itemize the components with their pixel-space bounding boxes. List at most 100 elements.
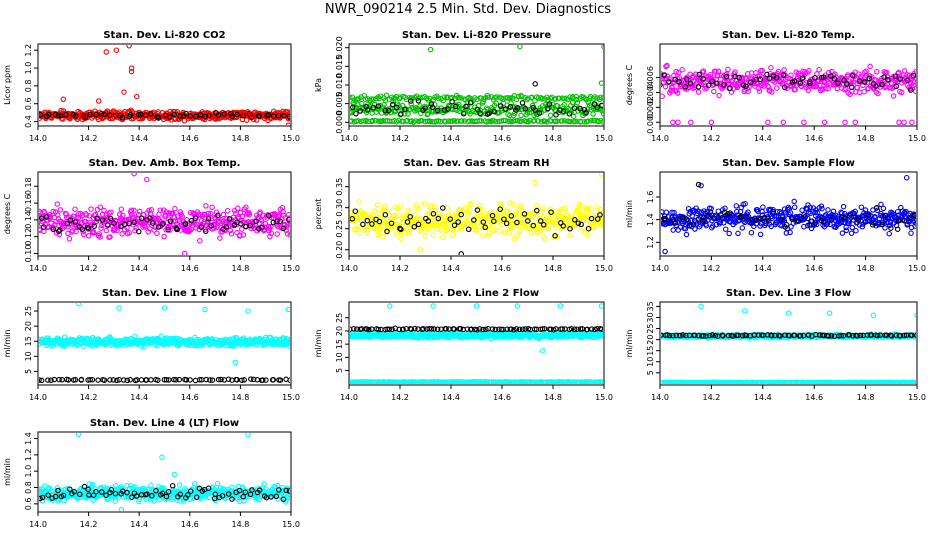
data-point xyxy=(255,226,262,232)
data-point xyxy=(664,62,670,69)
data-point xyxy=(717,219,724,226)
data-point xyxy=(804,215,811,222)
data-point xyxy=(583,213,589,219)
data-point xyxy=(897,76,903,82)
data-point xyxy=(674,90,681,96)
data-point xyxy=(248,114,255,121)
x-tick-label: 14.2 xyxy=(80,264,98,273)
data-point xyxy=(128,68,135,75)
data-point xyxy=(571,105,578,111)
data-point xyxy=(400,326,406,332)
data-point xyxy=(588,219,595,225)
x-tick-label: 15.0 xyxy=(595,393,613,402)
data-point xyxy=(556,95,562,102)
data-point xyxy=(838,214,845,221)
data-point xyxy=(795,218,802,224)
x-tick-label: 14.0 xyxy=(651,134,669,143)
y-axis-label: degrees C xyxy=(3,193,12,234)
data-point xyxy=(485,94,492,100)
data-point xyxy=(566,111,573,117)
data-point xyxy=(397,225,403,232)
data-point xyxy=(573,93,579,100)
data-point xyxy=(511,327,517,333)
data-point xyxy=(221,111,227,117)
plot-frame xyxy=(37,171,292,257)
data-point xyxy=(263,377,269,383)
data-point xyxy=(913,68,916,75)
data-point xyxy=(52,111,59,118)
data-point xyxy=(904,77,911,84)
data-point xyxy=(451,326,458,332)
data-point xyxy=(503,220,510,227)
data-point xyxy=(365,118,372,125)
y-tick-label: 25 xyxy=(24,306,33,316)
data-point xyxy=(274,218,280,225)
data-point xyxy=(684,76,690,83)
data-point xyxy=(867,63,873,70)
data-point xyxy=(57,207,64,213)
data-point xyxy=(65,377,72,383)
data-point xyxy=(429,104,436,111)
data-point xyxy=(232,359,239,366)
data-point xyxy=(843,224,849,231)
data-point xyxy=(874,207,881,214)
data-point xyxy=(422,105,428,111)
y-tick-label: 0.14 xyxy=(24,211,33,229)
data-point xyxy=(504,208,511,215)
chart-title: Stan. Dev. Line 3 Flow xyxy=(726,288,851,299)
data-point xyxy=(583,109,589,116)
data-point xyxy=(459,118,465,124)
data-point xyxy=(225,376,232,383)
data-point xyxy=(557,303,564,309)
data-point xyxy=(797,80,804,86)
data-point xyxy=(375,118,381,124)
data-point xyxy=(774,74,780,81)
data-point xyxy=(879,221,886,228)
data-point xyxy=(721,209,728,216)
data-point xyxy=(448,210,454,217)
x-tick-label: 14.8 xyxy=(544,264,562,273)
data-point xyxy=(878,201,884,208)
data-point xyxy=(425,218,432,224)
y-axis-label: ml/min xyxy=(314,330,323,358)
data-point xyxy=(103,49,110,55)
data-point xyxy=(489,212,496,219)
x-tick-label: 14.0 xyxy=(29,264,47,273)
data-point xyxy=(501,229,508,235)
data-point xyxy=(545,225,552,232)
data-point xyxy=(827,82,834,88)
data-point xyxy=(443,326,449,332)
data-point xyxy=(173,377,179,383)
data-point xyxy=(477,110,483,117)
data-point xyxy=(519,100,526,106)
data-point xyxy=(593,222,600,229)
data-point xyxy=(893,83,899,90)
data-point xyxy=(745,209,751,215)
data-point xyxy=(581,119,588,125)
data-point xyxy=(57,227,63,233)
data-point xyxy=(367,97,373,104)
data-point xyxy=(823,85,829,91)
data-point xyxy=(397,94,403,100)
data-point xyxy=(60,96,67,103)
data-point xyxy=(562,205,568,212)
data-point xyxy=(461,118,468,124)
data-point xyxy=(442,119,449,125)
data-point xyxy=(573,96,580,103)
data-point xyxy=(770,207,776,213)
data-point xyxy=(155,377,161,383)
data-point xyxy=(544,94,550,100)
chart-title: Stan. Dev. Li-820 Pressure xyxy=(402,30,552,41)
data-point xyxy=(506,229,513,236)
data-point xyxy=(907,87,914,93)
data-point xyxy=(733,203,740,209)
data-point xyxy=(904,72,910,78)
data-point xyxy=(594,216,601,222)
data-point xyxy=(435,95,442,101)
data-point xyxy=(415,379,421,384)
data-point xyxy=(369,117,376,124)
data-point xyxy=(841,214,847,221)
data-point xyxy=(876,216,883,222)
data-point xyxy=(828,217,835,223)
